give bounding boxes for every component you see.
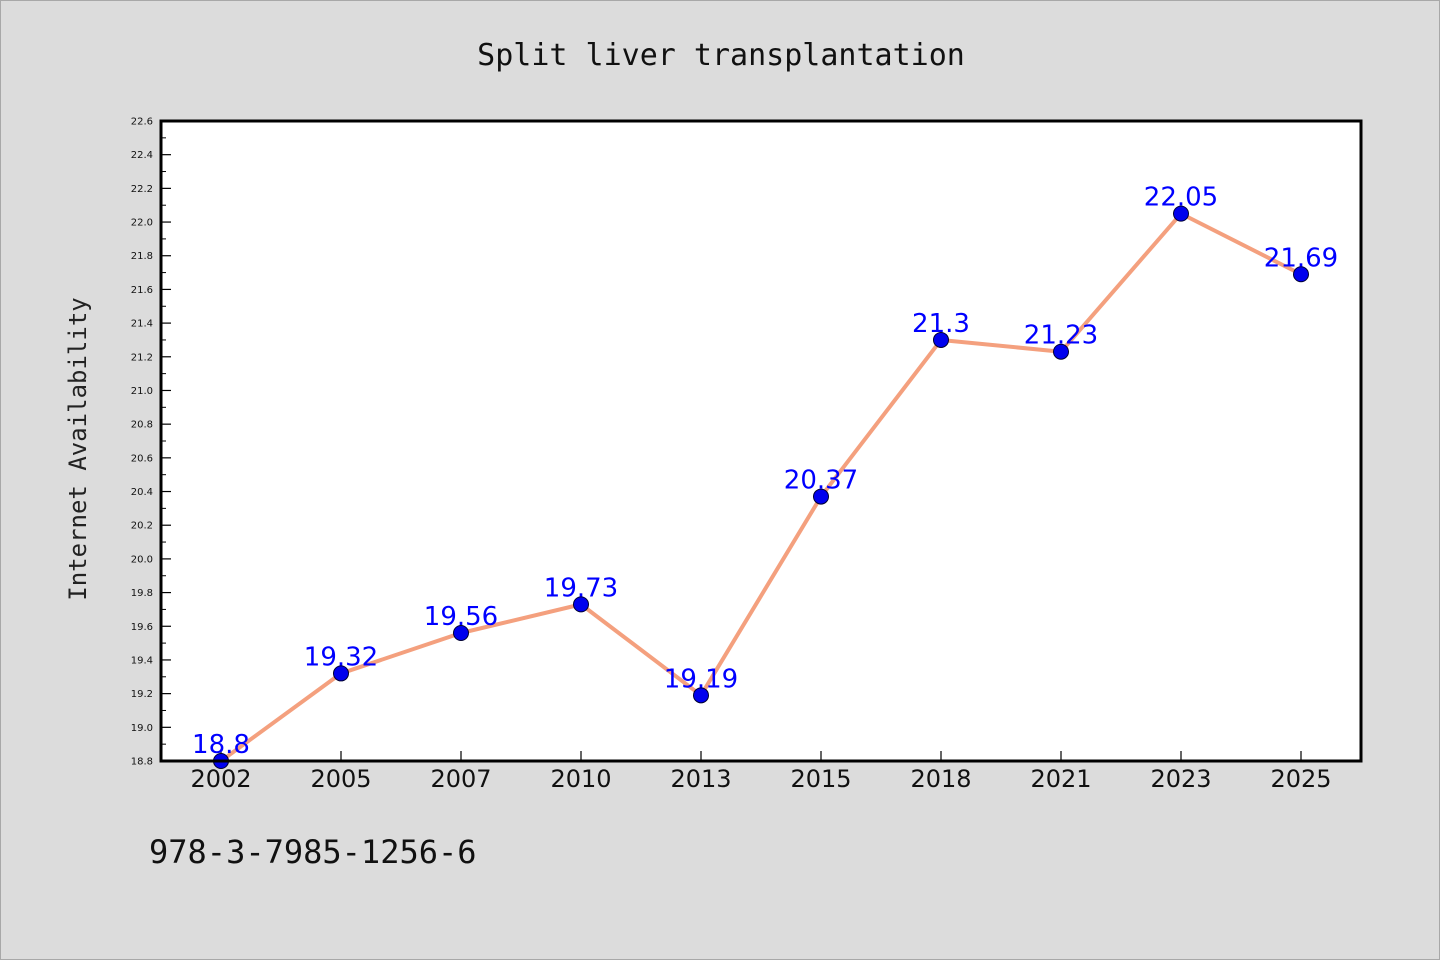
y-tick-label: 20.2 [131, 521, 153, 532]
x-tick-label: 2010 [550, 765, 611, 793]
y-tick-label: 18.8 [131, 757, 153, 768]
x-tick-label: 2005 [310, 765, 371, 793]
y-tick-label: 19.6 [131, 622, 153, 633]
series-line [219, 211, 1303, 763]
y-tick-label: 20.0 [131, 554, 153, 565]
x-tick-label: 2002 [190, 765, 251, 793]
data-point [1293, 266, 1309, 283]
x-tick-label: 2015 [790, 765, 851, 793]
x-tick-label: 2007 [430, 765, 491, 793]
plot-frame [159, 119, 1363, 763]
y-tick-label: 20.8 [131, 420, 153, 431]
axis-ticks: 18.8 19.0 19.2 19.4 19.6 19.8 20.0 20.2 20.4 20.6… [131, 117, 1332, 794]
data-label: 21.69 [1264, 243, 1338, 273]
chart-title: Split liver transplantation [477, 38, 965, 73]
data-label: 18.8 [192, 730, 250, 760]
y-tick-label: 21.0 [131, 386, 153, 397]
data-label: 19.19 [664, 664, 738, 694]
y-tick-label: 21.4 [131, 319, 153, 330]
y-tick-label: 22.0 [131, 218, 153, 229]
y-tick-label: 21.6 [131, 285, 153, 296]
y-tick-label: 19.8 [131, 588, 153, 599]
plot-area [161, 121, 1361, 761]
data-point [693, 687, 709, 704]
data-label: 19.32 [304, 642, 378, 672]
isbn-text: 978-3-7985-1256-6 [149, 833, 477, 871]
data-label: 21.3 [912, 309, 970, 339]
y-tick-label: 20.4 [131, 487, 153, 498]
y-tick-label: 22.4 [131, 150, 153, 161]
data-point [453, 625, 469, 641]
x-tick-label: 2023 [1150, 765, 1211, 793]
y-tick-label: 22.6 [131, 117, 153, 128]
data-point [573, 596, 589, 613]
data-point [333, 665, 349, 682]
y-tick-label: 21.8 [131, 251, 153, 262]
data-label: 19.73 [544, 573, 618, 603]
y-tick-label: 22.2 [131, 184, 153, 195]
series-group: 18.8 19.32 19.56 19.73 19.19 20.37 21.3 21.23 22… [192, 183, 1338, 769]
y-tick-label: 19.2 [131, 689, 153, 700]
x-tick-label: 2018 [910, 765, 971, 793]
data-point [813, 488, 829, 505]
data-point [933, 331, 949, 348]
x-tick-label: 2025 [1270, 765, 1331, 793]
x-tick-label: 2021 [1030, 765, 1091, 793]
y-tick-label: 21.2 [131, 352, 153, 363]
data-label: 22.05 [1144, 183, 1218, 213]
y-tick-label: 19.4 [131, 655, 153, 666]
x-tick-label: 2013 [670, 765, 731, 793]
y-axis-label: Internet Availability [64, 297, 92, 600]
data-label: 21.23 [1024, 321, 1098, 351]
data-point [1173, 205, 1189, 222]
y-tick-label: 20.6 [131, 453, 153, 464]
data-point [1053, 343, 1069, 360]
data-label: 19.56 [424, 602, 498, 632]
data-label: 20.37 [784, 466, 858, 496]
y-tick-label: 19.0 [131, 723, 153, 734]
